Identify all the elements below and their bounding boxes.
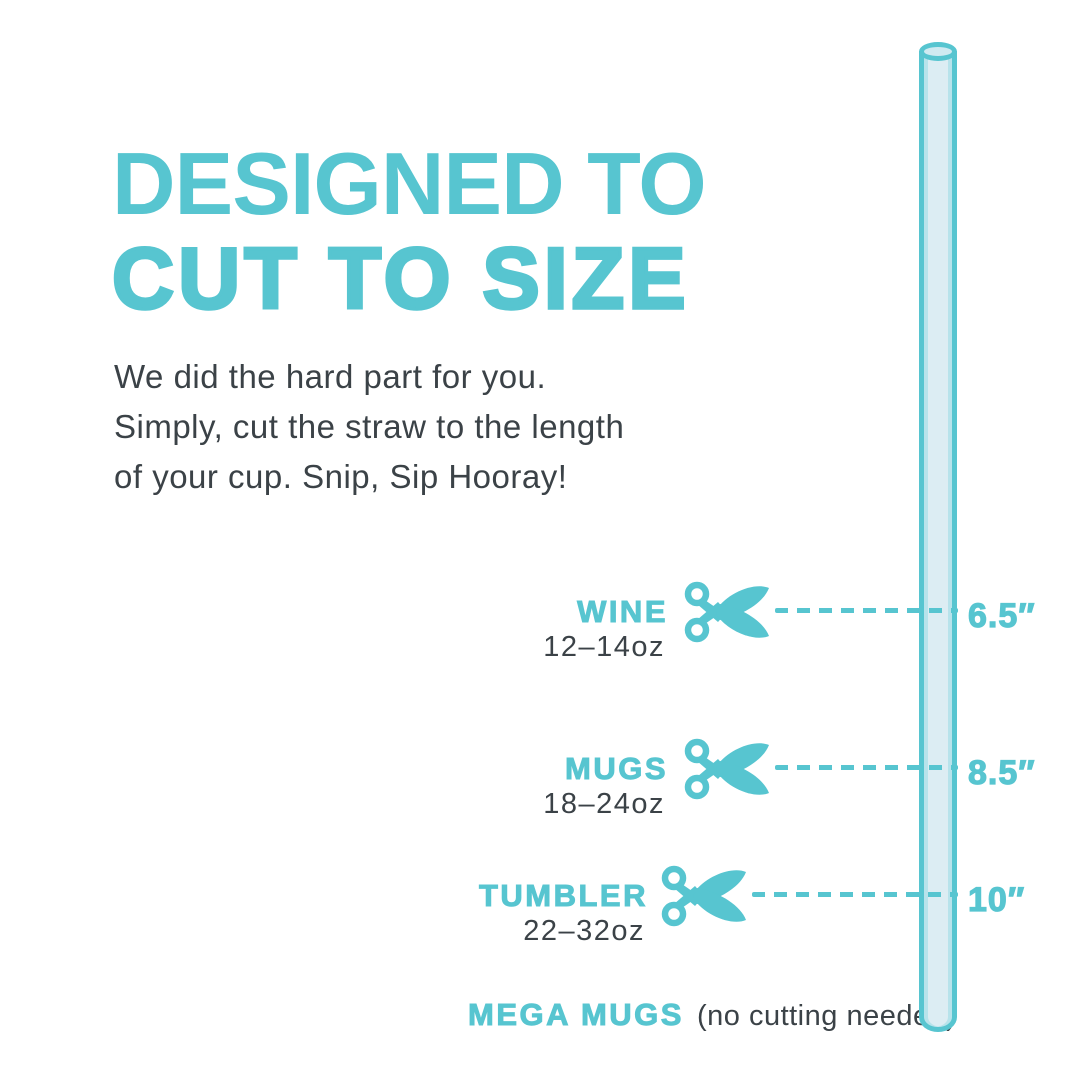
wine-length-label: 6.5″ [967,596,1036,635]
scissors-icon [684,581,769,643]
tumbler-cut-dashed-line [752,892,958,897]
straw-tube [919,51,957,1032]
tumbler-length-label: 10″ [967,880,1026,919]
title-line-2: CUT TO SIZE [110,231,690,327]
intro-text-line-3: of your cup. Snip, Sip Hooray! [114,458,568,495]
mega-mugs-note: (no cutting needed) [696,1000,957,1032]
mega-mugs-label: MEGA MUGS [468,997,684,1033]
straw-top-cap [919,42,957,61]
intro-text-line-1: We did the hard part for you. [114,358,547,395]
wine-cut-dashed-line [775,608,958,613]
mugs-length-label: 8.5″ [967,753,1036,792]
wine-label: WINE [577,594,668,630]
mugs-cut-dashed-line [775,765,958,770]
title-line-1: DESIGNED TO [112,134,707,233]
scissors-icon [684,738,769,800]
intro-text-line-2: Simply, cut the straw to the length [114,408,625,445]
intro-text: We did the hard part for you. Simply, cu… [114,352,624,502]
scissors-icon [661,865,746,927]
tumbler-capacity: 22–32oz [523,915,645,947]
wine-capacity: 12–14oz [543,631,665,663]
tumbler-label: TUMBLER [478,878,648,914]
mugs-capacity: 18–24oz [543,788,665,820]
mega-mugs-row: MEGA MUGS (no cutting needed) [468,997,956,1033]
mugs-label: MUGS [565,751,668,787]
